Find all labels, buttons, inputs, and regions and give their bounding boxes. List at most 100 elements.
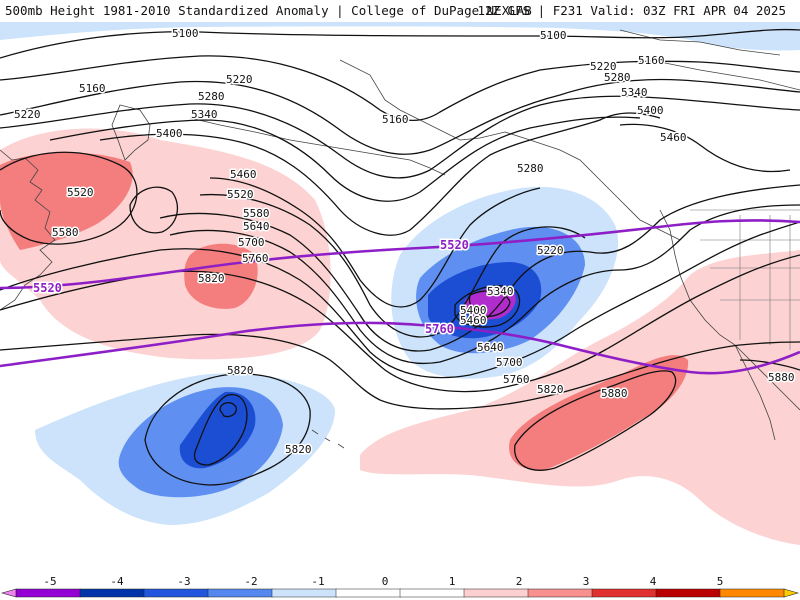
climo-label-5760: 5760 <box>425 322 454 336</box>
climo-5520-line <box>0 219 800 290</box>
colorbar-bin <box>207 588 273 598</box>
map-title: 500mb Height 1981-2010 Standardized Anom… <box>5 3 532 18</box>
label-5280-b: 5280 <box>604 71 631 84</box>
contour-low-center <box>454 285 521 328</box>
contour-5160 <box>0 55 800 122</box>
hawaii-islands <box>311 429 345 449</box>
contour-5880-south <box>193 394 248 466</box>
colorbar-tick-label: -1 <box>311 575 324 588</box>
colorbar-right-arrow <box>783 588 800 598</box>
contour-5400 <box>99 112 661 236</box>
label-5520-a: 5520 <box>67 186 94 199</box>
colorbar-bin <box>399 588 465 598</box>
label-5400-a: 5400 <box>156 127 183 140</box>
label-5340-a: 5340 <box>191 108 218 121</box>
north-america-westcoast <box>659 209 800 411</box>
label-5340-c: 5340 <box>487 285 514 298</box>
colorbar-bin <box>719 588 785 598</box>
label-5820-d: 5820 <box>285 443 312 456</box>
alaska-coastline <box>339 59 681 241</box>
colorbar-bin <box>271 588 337 598</box>
colorbar: -5 -4 -3 -2 -1 0 1 2 3 4 5 <box>0 575 800 598</box>
climatology-labels: 5520 5520 5760 <box>32 237 471 338</box>
label-5400-b: 5400 <box>637 104 664 117</box>
colorbar-bin <box>463 588 529 598</box>
colorbar-tick-label: 3 <box>583 575 590 588</box>
label-5220-c: 5220 <box>590 60 617 73</box>
label-5100-b: 5100 <box>540 29 567 42</box>
colorbar-tick-label: 5 <box>717 575 724 588</box>
label-5220-d: 5220 <box>537 244 564 257</box>
label-5340-b: 5340 <box>621 86 648 99</box>
contour-5280 <box>0 95 800 179</box>
climo-5760-line <box>0 321 800 375</box>
colorbar-tick-label: -3 <box>177 575 190 588</box>
label-5880-b: 5880 <box>768 371 795 384</box>
colorbar-ticks: -5 -4 -3 -2 -1 0 1 2 3 4 5 <box>43 575 723 588</box>
label-5100-a: 5100 <box>172 27 199 40</box>
label-5160-a: 5160 <box>79 82 106 95</box>
contour-low-inner <box>468 290 511 318</box>
label-5820-c: 5820 <box>537 383 564 396</box>
contour-closed-west <box>129 186 179 234</box>
climatology-contours <box>0 219 800 375</box>
header: 500mb Height 1981-2010 Standardized Anom… <box>0 0 800 22</box>
label-5400-c: 5400 <box>460 304 487 317</box>
label-5820-b: 5820 <box>227 364 254 377</box>
coastlines <box>0 29 800 449</box>
label-5760-b: 5760 <box>503 373 530 386</box>
colorbar-bin <box>79 588 145 598</box>
colorbar-tick-label: -2 <box>244 575 257 588</box>
asia-coastline <box>0 149 56 311</box>
colorbar-bin <box>143 588 209 598</box>
kamchatka-coastline <box>111 104 151 161</box>
strong-positive-anomaly-west-b <box>184 243 258 309</box>
contour-5520-west <box>0 151 138 245</box>
contour-5820-south <box>144 373 311 486</box>
label-5580-a: 5580 <box>52 226 79 239</box>
colorbar-bin <box>591 588 657 598</box>
contour-5700 <box>0 221 800 379</box>
contour-5460-east <box>619 123 791 173</box>
label-5580-b: 5580 <box>243 207 270 220</box>
label-5160-b: 5160 <box>382 113 409 126</box>
colorbar-left-arrow <box>0 588 17 598</box>
contour-labels: 5100 5100 5160 5160 5160 5220 5220 5220 … <box>13 26 797 458</box>
label-5280-a: 5280 <box>198 90 225 103</box>
colorbar-tick-label: 0 <box>382 575 389 588</box>
label-5520-b: 5520 <box>227 188 254 201</box>
label-5460-a: 5460 <box>230 168 257 181</box>
label-5160-c: 5160 <box>638 54 665 67</box>
colorbar-tick-label: -5 <box>43 575 56 588</box>
contour-5580 <box>159 184 800 352</box>
contour-small-circle <box>219 402 237 418</box>
contour-5460-low <box>209 177 541 308</box>
contour-5340 <box>49 116 641 202</box>
contour-5640 <box>169 204 800 365</box>
colorbar-tick-label: 4 <box>650 575 657 588</box>
label-5220-b: 5220 <box>226 73 253 86</box>
negative-anomaly-top <box>0 22 800 51</box>
colorbar-bins <box>15 588 785 598</box>
label-5820-a: 5820 <box>198 272 225 285</box>
model-run-info: 12Z GFS | F231 Valid: 03Z FRI APR 04 202… <box>477 3 786 18</box>
label-5880-a: 5880 <box>601 387 628 400</box>
colorbar-tick-label: -4 <box>110 575 124 588</box>
label-5640-a: 5640 <box>243 220 270 233</box>
aleutian-islands <box>189 117 446 176</box>
label-5700-a: 5700 <box>238 236 265 249</box>
colorbar-bin <box>15 588 81 598</box>
strong-positive-anomaly-east <box>509 355 689 471</box>
label-5280-c: 5280 <box>517 162 544 175</box>
label-5460-b: 5460 <box>660 131 687 144</box>
climo-label-5520-b: 5520 <box>440 238 469 252</box>
climo-label-5520-a: 5520 <box>33 281 62 295</box>
colorbar-bin <box>335 588 401 598</box>
contour-5820 <box>0 333 800 410</box>
label-5460-c: 5460 <box>460 314 487 327</box>
colorbar-bin <box>655 588 721 598</box>
colorbar-tick-label: 1 <box>449 575 456 588</box>
baja-coastline <box>734 344 776 441</box>
contour-5100 <box>0 28 800 59</box>
